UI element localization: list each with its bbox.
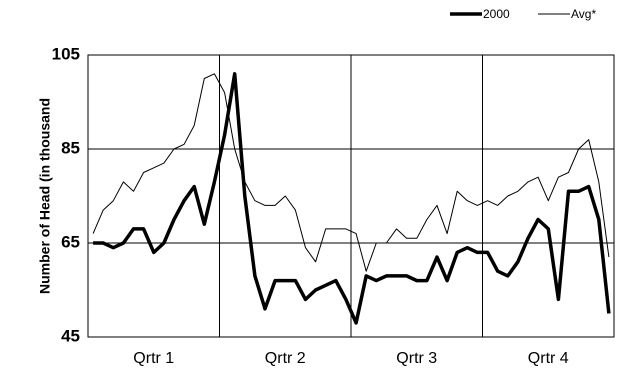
line-series	[93, 72, 611, 325]
y-tick-label: 105	[52, 44, 80, 63]
legend-label: Avg*	[571, 7, 596, 21]
y-tick-label: 85	[61, 138, 80, 157]
x-tick-label: Qrtr 2	[265, 350, 306, 367]
x-tick-label: Qrtr 4	[528, 350, 569, 367]
line-series	[92, 73, 610, 272]
legend-label: 2000	[483, 7, 510, 21]
plot-frame	[87, 54, 615, 338]
y-axis-label: Number of Head (in thousand	[37, 98, 53, 294]
y-tick-label: 65	[61, 232, 80, 251]
y-tick-label: 45	[61, 326, 80, 345]
x-tick-label: Qrtr 3	[396, 350, 437, 367]
x-tick-label: Qrtr 1	[133, 350, 174, 367]
